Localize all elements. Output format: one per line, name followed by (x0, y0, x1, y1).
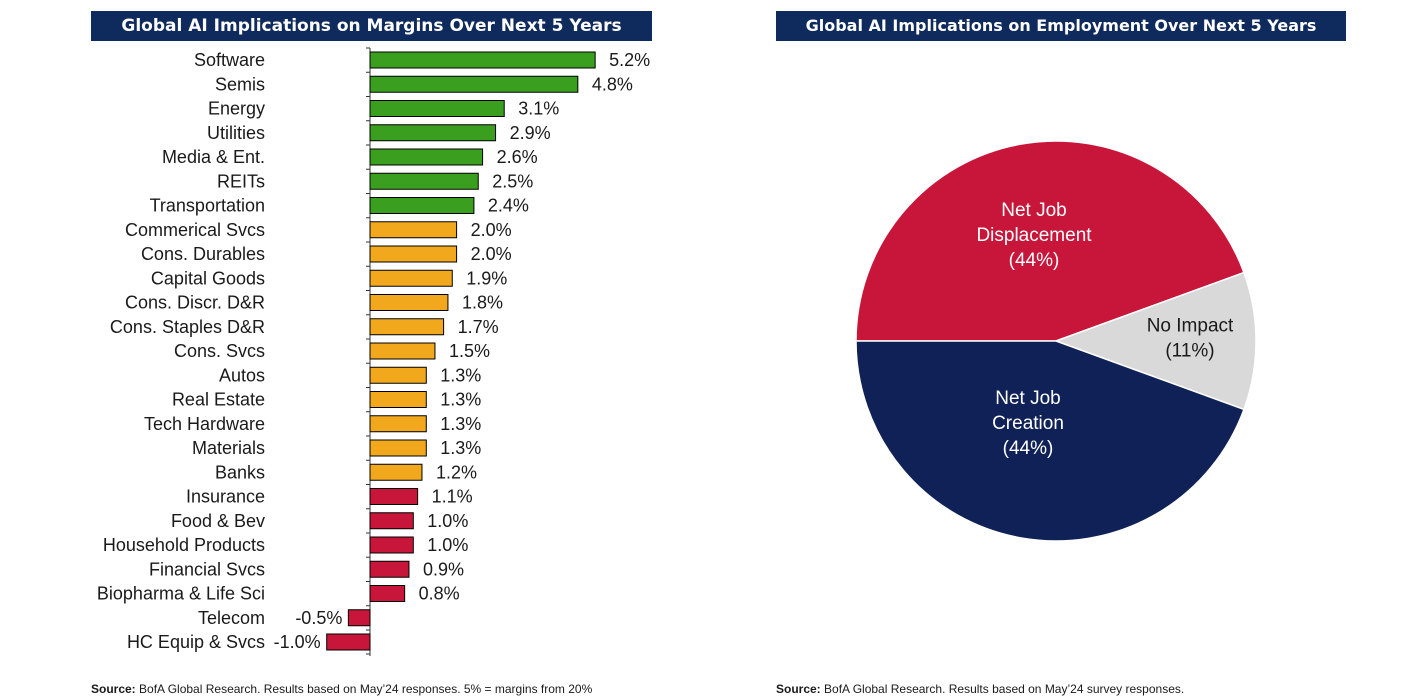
category-label: Software (194, 50, 265, 70)
category-label: Cons. Svcs (174, 341, 265, 361)
bar-reits (369, 172, 479, 190)
category-label: HC Equip & Svcs (127, 632, 265, 652)
value-label: 1.2% (436, 462, 477, 482)
pie-slice-label: (44%) (1009, 250, 1060, 271)
pie-slice-label: (11%) (1165, 341, 1214, 362)
value-label: 1.3% (440, 365, 481, 385)
employment-pie-chart: Net Job Displacement (44%) No Impact (11%) Ne… (855, 140, 1257, 542)
category-label: Biopharma & Life Sci (97, 584, 265, 604)
bar-autos (369, 366, 427, 384)
category-label: REITs (217, 171, 265, 191)
value-label: 2.4% (488, 196, 529, 216)
value-label: 2.0% (471, 220, 512, 240)
bar-software (369, 51, 596, 69)
bar-insurance (369, 488, 419, 505)
employment-chart-title: Global AI Implications on Employment Ove… (776, 11, 1346, 41)
category-label: Financial Svcs (149, 559, 265, 579)
category-label: Banks (215, 462, 265, 482)
margins-chart-title: Global AI Implications on Margins Over N… (91, 11, 652, 41)
bar-utilities (369, 124, 497, 142)
value-label: 2.6% (497, 147, 538, 167)
category-label: Telecom (198, 608, 265, 628)
category-label: Autos (219, 365, 265, 385)
source-text: BofA Global Research. Results based on M… (820, 682, 1185, 696)
category-label: Household Products (103, 535, 265, 555)
pie-slice-label: Net Job (995, 388, 1060, 409)
category-label: Transportation (150, 196, 265, 216)
category-label: Semis (215, 74, 265, 94)
value-label: 1.9% (466, 268, 507, 288)
category-label: Cons. Discr. D&R (125, 293, 265, 313)
bar-telecom (347, 609, 371, 627)
pie-slice-1 (1053, 271, 1257, 411)
pie-slice-label: No Impact (1147, 316, 1234, 337)
source-label: Source: (91, 682, 136, 696)
bar-energy (369, 100, 505, 117)
value-label: 3.1% (518, 99, 559, 119)
bar-materials (369, 439, 427, 457)
value-label: 1.3% (440, 438, 481, 458)
value-label: 1.3% (440, 390, 481, 410)
bar-cons-staples-d-r (369, 318, 445, 336)
category-label: Cons. Durables (141, 244, 265, 264)
value-label: 0.8% (419, 584, 460, 604)
bar-tech-hardware (369, 415, 427, 433)
value-label: -0.5% (295, 608, 342, 628)
category-label: Media & Ent. (162, 147, 265, 167)
bar-hc-equip-svcs (326, 633, 371, 651)
bar-transportation (369, 197, 475, 214)
pie-slice-label: Creation (992, 413, 1064, 434)
bar-commerical-svcs (369, 221, 458, 239)
category-label: Energy (208, 99, 265, 119)
bar-semis (369, 75, 579, 93)
source-text: BofA Global Research. Results based on M… (135, 682, 593, 696)
bar-media-ent- (369, 148, 484, 166)
bar-household-products (369, 536, 414, 554)
value-label: 2.9% (510, 123, 551, 143)
pie-slice-label: (44%) (1003, 438, 1054, 459)
value-label: 2.5% (492, 171, 533, 191)
pie-slice-0 (855, 140, 1245, 342)
bar-cons-svcs (369, 342, 436, 360)
employment-source-note: Source: BofA Global Research. Results ba… (776, 682, 1184, 696)
value-label: 1.3% (440, 414, 481, 434)
category-label: Tech Hardware (144, 414, 265, 434)
category-label: Insurance (186, 487, 265, 507)
value-label: 2.0% (471, 244, 512, 264)
pie-slice-label: Displacement (976, 225, 1092, 246)
pie-slice-label: Net Job (1001, 200, 1066, 221)
category-label: Materials (192, 438, 265, 458)
value-label: 1.8% (462, 293, 503, 313)
margins-bar-chart: Software 5.2% Semis 4.8% Energy 3.1% Utilities… (97, 47, 650, 656)
bar-biopharma-life-sci (369, 585, 406, 602)
value-label: 1.7% (458, 317, 499, 337)
value-label: 1.1% (432, 487, 473, 507)
bar-banks (369, 463, 423, 481)
category-label: Cons. Staples D&R (110, 317, 265, 337)
bar-capital-goods (369, 269, 453, 287)
margins-source-note: Source: BofA Global Research. Results ba… (91, 682, 592, 696)
category-label: Utilities (207, 123, 265, 143)
bar-cons-discr-d-r (369, 294, 449, 311)
category-label: Capital Goods (151, 268, 265, 288)
value-label: 1.0% (427, 511, 468, 531)
value-label: 4.8% (592, 74, 633, 94)
source-label: Source: (776, 682, 821, 696)
category-label: Food & Bev (171, 511, 265, 531)
bar-cons-durables (369, 245, 458, 263)
bar-real-estate (369, 391, 427, 408)
value-label: 1.5% (449, 341, 490, 361)
value-label: 0.9% (423, 559, 464, 579)
bar-financial-svcs (369, 560, 410, 578)
value-label: 1.0% (427, 535, 468, 555)
value-label: -1.0% (274, 632, 321, 652)
category-label: Commerical Svcs (125, 220, 265, 240)
value-label: 5.2% (609, 50, 650, 70)
category-label: Real Estate (172, 390, 265, 410)
pie-slice-2 (855, 340, 1245, 542)
bar-food-bev (369, 512, 414, 530)
